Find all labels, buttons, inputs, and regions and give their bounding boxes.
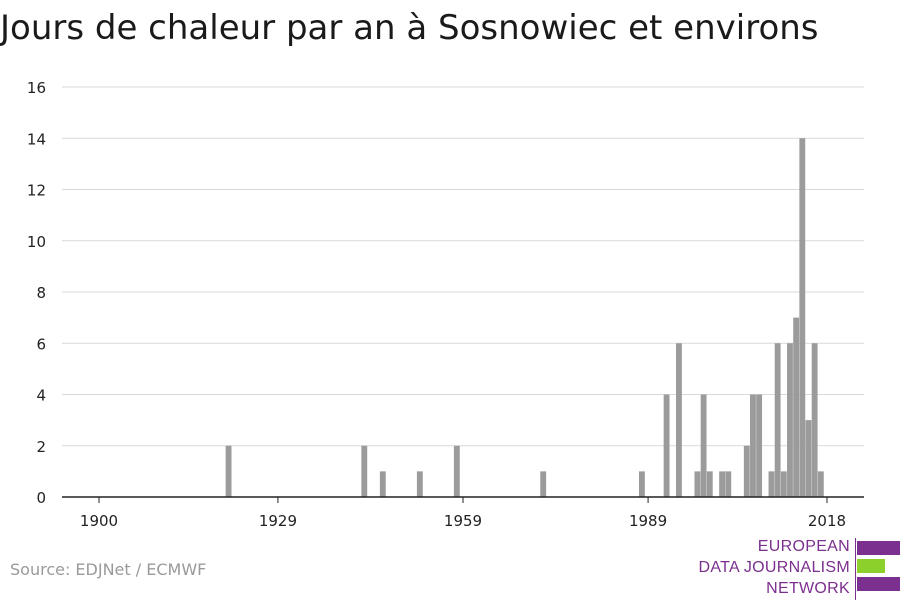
- bar: [719, 471, 726, 497]
- bar: [694, 471, 701, 497]
- bar: [638, 471, 645, 497]
- y-tick-label: 2: [36, 438, 46, 456]
- x-tick-label: 1989: [629, 512, 667, 530]
- logo-bar-green: [857, 559, 885, 573]
- bar: [817, 471, 824, 497]
- bar: [811, 343, 818, 497]
- x-tick-label: 2018: [808, 512, 846, 530]
- bar: [725, 471, 732, 497]
- bar: [793, 317, 800, 497]
- logo-line-1: EUROPEAN: [757, 538, 850, 555]
- x-tick-label: 1900: [80, 512, 118, 530]
- bar: [743, 445, 750, 497]
- bar: [361, 445, 368, 497]
- chart-title: Jours de chaleur par an à Sosnowiec et e…: [0, 8, 819, 48]
- logo-line-3: NETWORK: [766, 580, 850, 597]
- bar: [799, 138, 806, 497]
- logo-divider: [855, 538, 856, 600]
- bar: [780, 471, 787, 497]
- y-tick-label: 12: [27, 182, 46, 200]
- bar: [774, 343, 781, 497]
- bar: [787, 343, 793, 497]
- x-tick-label: 1959: [444, 512, 482, 530]
- bar: [805, 420, 812, 497]
- bar: [756, 394, 763, 497]
- bar: [663, 394, 670, 497]
- x-tick-labels: 1900 1929 1959 1989 2018: [80, 512, 846, 530]
- bars: [225, 138, 824, 497]
- bar: [675, 343, 682, 497]
- bar-chart: 0 2 4 6 8 10 12 14 16 1900 1929 1959 1989 2018: [27, 79, 864, 530]
- y-tick-label: 14: [27, 130, 46, 148]
- y-tick-label: 4: [36, 387, 46, 405]
- bar: [225, 445, 232, 497]
- bar: [768, 471, 775, 497]
- logo-bar-purple-bottom: [857, 577, 900, 591]
- gridlines: [62, 86, 864, 447]
- y-tick-labels: 0 2 4 6 8 10 12 14 16: [27, 79, 46, 507]
- bar: [453, 445, 460, 497]
- edjnet-logo: EUROPEAN DATA JOURNALISM NETWORK: [698, 538, 900, 600]
- bar: [700, 394, 707, 497]
- y-tick-label: 10: [27, 233, 46, 251]
- y-tick-label: 6: [36, 335, 46, 353]
- bar: [416, 471, 423, 497]
- axes: [62, 496, 864, 503]
- source-note: Source: EDJNet / ECMWF: [10, 560, 207, 579]
- bar: [540, 471, 547, 497]
- bar: [750, 394, 756, 497]
- logo-line-2: DATA JOURNALISM: [698, 559, 850, 576]
- x-tick-label: 1929: [259, 512, 297, 530]
- y-tick-label: 0: [36, 489, 46, 507]
- y-tick-label: 8: [36, 284, 46, 302]
- y-tick-label: 16: [27, 79, 46, 97]
- logo-bar-purple-top: [857, 541, 900, 555]
- bar: [379, 471, 386, 497]
- bar: [706, 471, 713, 497]
